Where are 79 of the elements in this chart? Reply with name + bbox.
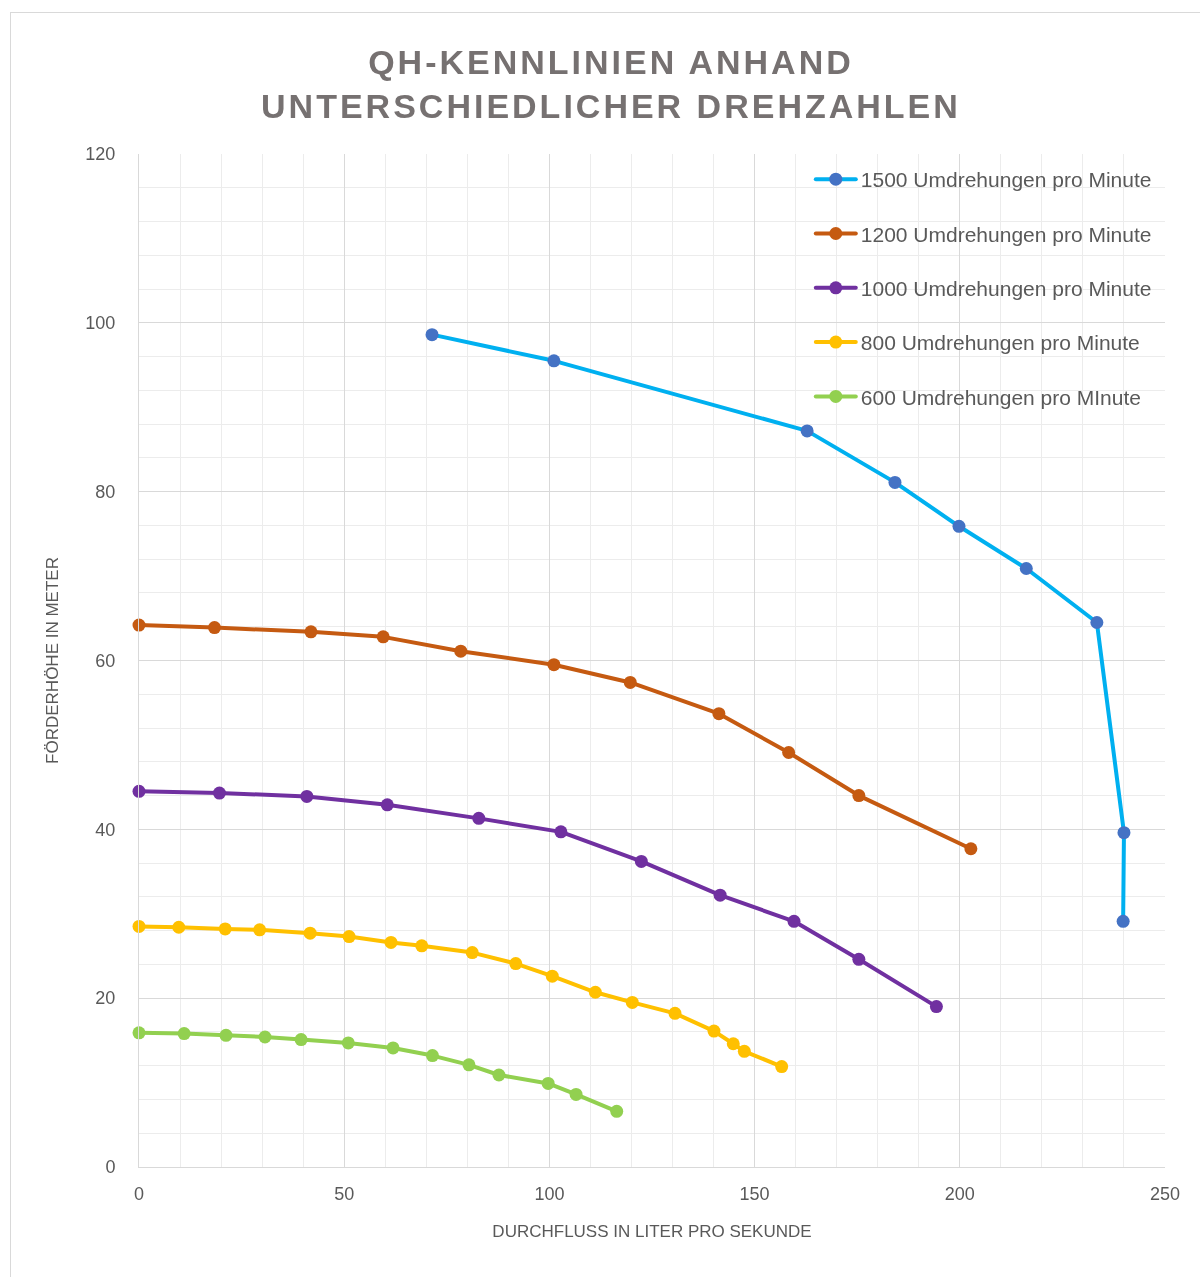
point (1116, 914, 1130, 928)
point (492, 1068, 506, 1082)
point (610, 1104, 624, 1118)
point (569, 1087, 583, 1101)
point (588, 985, 602, 999)
point (376, 630, 390, 644)
point (782, 746, 796, 759)
point (472, 811, 486, 825)
point (1090, 616, 1104, 629)
point (465, 946, 479, 960)
x-tick-label: 100 (534, 1183, 565, 1204)
x-tick-label: 200 (944, 1183, 975, 1204)
point (462, 1058, 476, 1072)
x-tick-label: 250 (1149, 1183, 1181, 1204)
legend-label: 1200 Umdrehungen pro Minute (860, 222, 1152, 246)
point (852, 952, 866, 966)
y-axis-title: FÖRDERHÖHE IN METER (42, 557, 62, 764)
point (425, 328, 439, 342)
point (1117, 826, 1131, 840)
y-tick-label: 40 (95, 819, 116, 840)
legend-label: 600 Umdrehungen pro MInute (860, 385, 1141, 409)
legend-label: 800 Umdrehungen pro Minute (860, 331, 1140, 355)
point (208, 621, 222, 635)
y-tick-label: 100 (85, 313, 116, 334)
point (668, 1006, 682, 1020)
chart-title: QH-KENNLINIEN ANHAND UNTERSCHIEDLICHER DREHZAHLEN (261, 43, 961, 126)
point (303, 926, 317, 940)
point (253, 923, 267, 937)
point (852, 789, 866, 803)
point (380, 798, 394, 812)
point (929, 1000, 943, 1014)
point (219, 1028, 233, 1042)
point (554, 825, 568, 839)
point (1019, 561, 1033, 575)
point (625, 995, 639, 1009)
point (454, 644, 468, 658)
point (212, 786, 226, 800)
point (304, 625, 318, 639)
point (386, 1041, 400, 1055)
point (547, 354, 561, 368)
point (726, 1037, 740, 1051)
point (547, 658, 561, 672)
point (800, 424, 814, 438)
x-tick-label: 50 (334, 1183, 355, 1204)
point (737, 1044, 751, 1058)
point (218, 922, 232, 936)
point (545, 969, 559, 983)
point (713, 888, 727, 902)
point (964, 842, 978, 856)
y-tick-label: 60 (95, 650, 116, 671)
y-tick-label: 80 (95, 481, 116, 502)
y-tick-label: 20 (95, 988, 116, 1009)
legend-label: 1500 Umdrehungen pro Minute (860, 168, 1152, 192)
point (342, 930, 356, 944)
legend-label: 1000 Umdrehungen pro Minute (860, 277, 1152, 301)
point (258, 1030, 272, 1044)
point (888, 475, 902, 489)
point (952, 519, 966, 533)
point (707, 1024, 721, 1038)
point (634, 854, 648, 868)
point (775, 1060, 789, 1074)
x-axis-title: DURCHFLUSS IN LITER PRO SEKUNDE (492, 1222, 812, 1241)
point (300, 789, 314, 803)
point (509, 957, 523, 971)
x-tick-label: 150 (739, 1183, 770, 1204)
y-tick-label: 120 (85, 144, 116, 165)
point (425, 1049, 439, 1063)
point (172, 920, 186, 934)
point (623, 675, 637, 689)
y-tick-label: 0 (105, 1157, 116, 1178)
point (415, 939, 429, 953)
point (384, 935, 398, 949)
x-tick-label: 0 (133, 1183, 145, 1204)
point (541, 1076, 555, 1090)
point (294, 1033, 308, 1047)
point (787, 914, 801, 928)
point (177, 1027, 191, 1041)
point (712, 707, 726, 721)
point (341, 1036, 355, 1050)
